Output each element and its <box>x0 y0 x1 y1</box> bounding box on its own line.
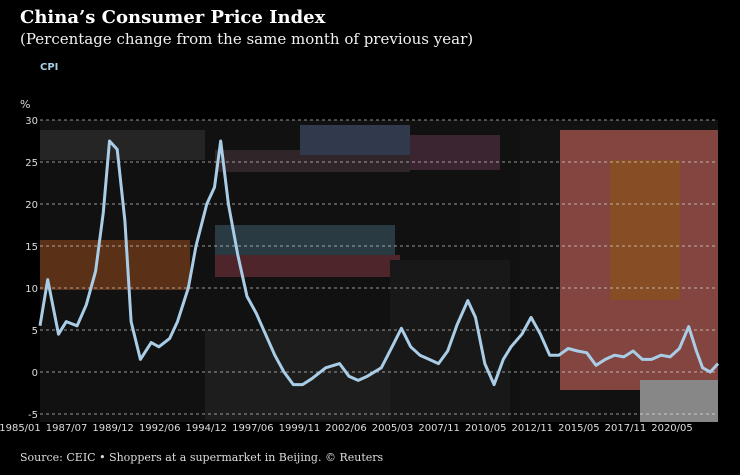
x-tick-label: 1987/07 <box>46 423 88 434</box>
x-tick-label: 1985/01 <box>0 423 41 434</box>
x-tick-label: 1997/06 <box>232 423 274 434</box>
x-tick-label: 1992/06 <box>139 423 181 434</box>
y-tick-label: 25 <box>25 158 38 169</box>
x-axis-ticks: 1985/01 1987/07 1989/12 1992/06 1994/12 1997/… <box>0 423 693 434</box>
x-tick-label: 2015/05 <box>558 423 600 434</box>
x-tick-label: 2012/11 <box>512 423 554 434</box>
gridlines <box>40 119 718 415</box>
x-tick-label: 2005/03 <box>372 423 414 434</box>
x-tick-label: 2002/06 <box>325 423 367 434</box>
chart-subtitle: (Percentage change from the same month o… <box>20 30 474 48</box>
y-axis-unit: % <box>20 98 31 111</box>
y-tick-label: 5 <box>32 326 38 337</box>
y-tick-label: -5 <box>28 410 38 421</box>
x-tick-label: 1989/12 <box>92 423 134 434</box>
x-tick-label: 2017/11 <box>605 423 647 434</box>
chart-title: China’s Consumer Price Index <box>20 7 326 28</box>
source-note: Source: CEIC • Shoppers at a supermarket… <box>20 451 384 464</box>
x-tick-label: 2007/11 <box>418 423 460 434</box>
y-tick-label: 0 <box>32 368 38 379</box>
x-tick-label: 2020/05 <box>651 423 693 434</box>
y-axis-ticks: -5 0 5 10 15 20 25 30 <box>25 116 38 421</box>
series-line-cpi <box>38 139 720 387</box>
y-tick-label: 20 <box>25 200 38 211</box>
photo-background <box>40 120 718 422</box>
x-tick-label: 2010/05 <box>465 423 507 434</box>
y-tick-label: 30 <box>25 116 38 127</box>
y-tick-label: 15 <box>25 242 38 253</box>
y-tick-label: 10 <box>25 284 38 295</box>
x-tick-label: 1994/12 <box>186 423 228 434</box>
x-tick-label: 1999/11 <box>279 423 321 434</box>
legend-item-cpi: CPI <box>40 62 59 73</box>
